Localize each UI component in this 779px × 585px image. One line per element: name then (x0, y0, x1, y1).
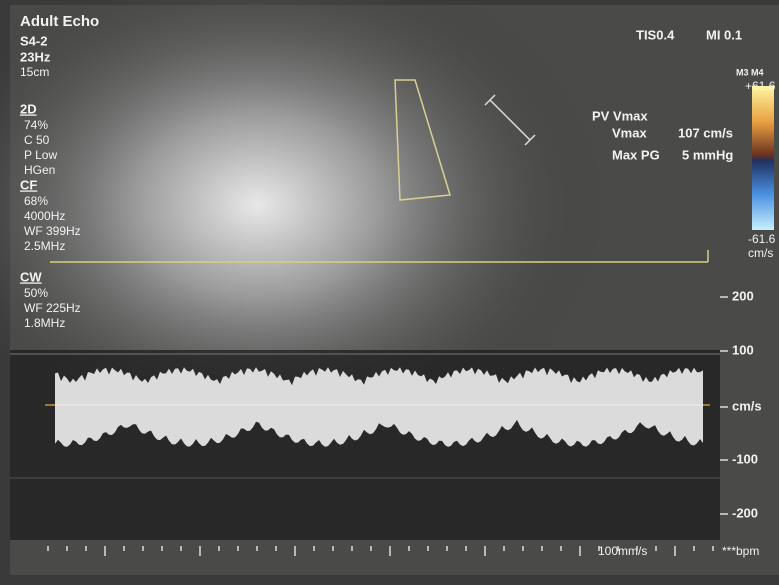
param-heading: 2D (20, 101, 37, 116)
measurement-label: PV Vmax (592, 108, 648, 123)
doppler-spectrum (55, 367, 703, 447)
frame-rate: 23Hz (20, 49, 51, 64)
scale-label: -200 (732, 505, 758, 520)
measurement-value: 5 mmHg (682, 147, 733, 162)
param-line: HGen (24, 163, 55, 177)
param-heading: CW (20, 269, 42, 284)
color-box (394, 79, 451, 201)
param-line: 1.8MHz (24, 316, 65, 330)
param-line: C 50 (24, 133, 50, 147)
tis: TIS0.4 (636, 27, 675, 42)
mode: Adult Echo (20, 13, 99, 30)
scale-label: 200 (732, 288, 754, 303)
param-line: 50% (24, 286, 48, 300)
scale-label: 100 (732, 342, 754, 357)
param-line: 74% (24, 118, 48, 132)
param-heading: CF (20, 177, 37, 192)
scale-label: -100 (732, 451, 758, 466)
mi: MI 0.1 (706, 27, 742, 42)
param-line: 4000Hz (24, 209, 65, 223)
probe: S4-2 (20, 33, 47, 48)
color-bar (752, 86, 774, 230)
cursor-line (484, 94, 536, 146)
param-line: 68% (24, 194, 48, 208)
scale-label: cm/s (732, 398, 762, 413)
color-unit: cm/s (748, 246, 773, 260)
param-line: WF 399Hz (24, 224, 81, 238)
measurement-value: 107 cm/s (678, 125, 733, 140)
depth: 15cm (20, 65, 49, 79)
heart-rate: ***bpm (722, 544, 759, 558)
measurement-name: Max PG (612, 147, 660, 162)
color-bottom: -61.6 (748, 232, 776, 246)
color-map: M3 M4 (736, 67, 764, 77)
param-line: P Low (24, 148, 57, 162)
sweep: 100mm/s (598, 544, 647, 558)
param-line: WF 225Hz (24, 301, 81, 315)
measurement-name: Vmax (612, 125, 647, 140)
param-line: 2.5MHz (24, 239, 65, 253)
color-top: +61.6 (745, 79, 776, 93)
